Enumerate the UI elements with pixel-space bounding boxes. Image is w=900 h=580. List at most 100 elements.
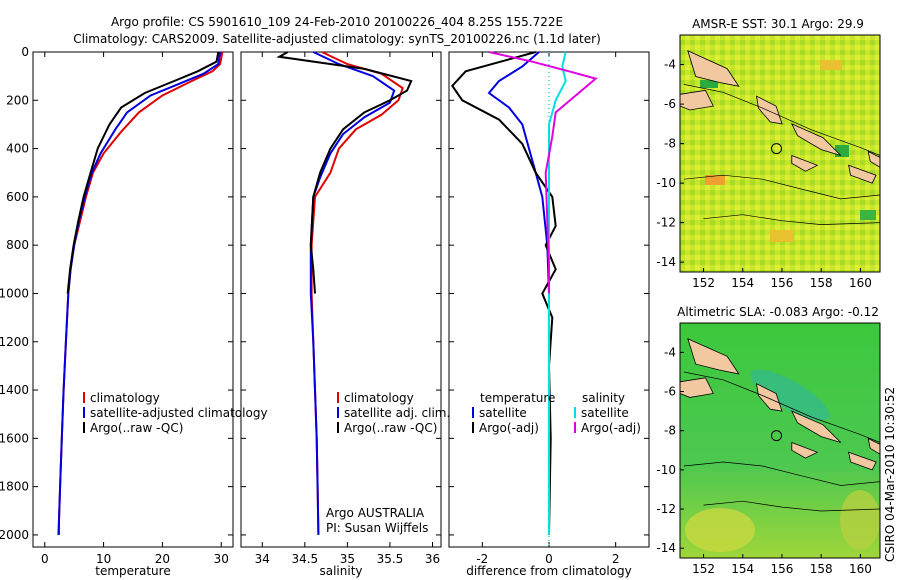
map-y-tick-label: -4 <box>664 58 676 72</box>
map-x-tick-label: 160 <box>849 276 872 290</box>
map-y-tick-label: -8 <box>664 137 676 151</box>
y-tick-label: 0 <box>21 45 29 59</box>
plot-frame-2 <box>240 51 442 548</box>
map2-title: Altimetric SLA: -0.083 Argo: -0.12 <box>677 305 879 319</box>
y-tick-label: 1000 <box>0 286 29 300</box>
map-y-tick-label: -14 <box>656 255 676 269</box>
x-axis-label: difference from climatology <box>466 564 632 578</box>
island-landmass <box>791 441 819 459</box>
island-landmass <box>790 123 842 156</box>
map-y-tick-label: -10 <box>656 463 676 477</box>
x-tick-label: 0 <box>545 552 553 566</box>
legend-item: satellite-adjusted climatology <box>90 406 268 420</box>
series-line-black <box>276 51 413 294</box>
y-tick-label: 1200 <box>0 335 29 349</box>
bathymetry-contour <box>683 461 881 486</box>
x-tick-label: 35.5 <box>377 552 404 566</box>
y-tick-label: 400 <box>6 142 29 156</box>
bathymetry-contour <box>683 371 881 443</box>
series-line-blue <box>309 51 396 535</box>
map-x-tick-label: 158 <box>810 562 833 576</box>
legend-heading: temperature <box>480 391 555 405</box>
x-tick-label: 20 <box>155 552 170 566</box>
map-x-tick-label: 152 <box>692 276 715 290</box>
legend-item: satellite <box>581 406 629 420</box>
y-tick-label: 1400 <box>0 383 29 397</box>
y-tick-label: 800 <box>6 238 29 252</box>
x-tick-label: 34 <box>255 552 270 566</box>
legend-item: satellite <box>479 406 527 420</box>
series-line-black <box>451 51 557 535</box>
series-line-red <box>57 51 224 535</box>
map-x-tick-label: 154 <box>731 276 754 290</box>
map-x-tick-label: 156 <box>771 562 794 576</box>
x-axis-label: temperature <box>95 564 170 578</box>
map-x-tick-label: 160 <box>849 562 872 576</box>
credit-line2: PI: Susan Wijffels <box>326 521 428 535</box>
sst-anomaly-patch <box>820 60 842 70</box>
legend-item: satellite adj. clim. <box>344 406 450 420</box>
legend-item: climatology <box>344 391 414 405</box>
sst-anomaly-patch <box>835 145 849 157</box>
y-tick-label: 200 <box>6 93 29 107</box>
map-x-tick-label: 156 <box>771 276 794 290</box>
island-landmass <box>791 154 819 172</box>
map-x-tick-label: 158 <box>810 276 833 290</box>
series-line-blue <box>487 51 550 535</box>
map-frame-1 <box>679 34 881 273</box>
sla-high-patch <box>840 490 880 550</box>
map-frame-2 <box>679 322 881 559</box>
plot-frame-1 <box>32 51 234 548</box>
bathymetry-contour <box>703 214 881 225</box>
side-timestamp: CSIRO 04-Mar-2010 10:30:52 <box>883 387 897 562</box>
argo-position-marker <box>771 430 783 442</box>
map-y-tick-label: -10 <box>656 176 676 190</box>
island-landmass <box>687 50 740 87</box>
series-line-red <box>310 51 404 535</box>
island-landmass <box>848 451 877 471</box>
map-y-tick-label: -4 <box>664 345 676 359</box>
island-landmass <box>687 337 740 375</box>
map-y-tick-label: -12 <box>656 216 676 230</box>
sst-anomaly-patch <box>705 175 725 185</box>
legend-item: climatology <box>90 391 160 405</box>
series-line-magenta <box>488 51 598 294</box>
map-x-tick-label: 154 <box>731 562 754 576</box>
x-tick-label: 10 <box>96 552 111 566</box>
sla-low-patch <box>750 369 830 421</box>
map1-title: AMSR-E SST: 30.1 Argo: 29.9 <box>692 17 864 31</box>
x-tick-label: 34.5 <box>291 552 318 566</box>
island-landmass <box>790 410 842 443</box>
y-tick-label: 1800 <box>0 480 29 494</box>
sla-high-patch <box>685 508 755 552</box>
bathymetry-contour <box>683 84 881 156</box>
y-tick-label: 1600 <box>0 431 29 445</box>
island-landmass <box>848 164 877 184</box>
bathymetry-contour <box>683 174 881 200</box>
series-line-black <box>66 51 220 294</box>
header-title-line1: Argo profile: CS 5901610_109 24-Feb-2010… <box>111 15 563 29</box>
sst-anomaly-patch <box>770 230 794 242</box>
x-tick-label: 35 <box>340 552 355 566</box>
y-tick-label: 2000 <box>0 528 29 542</box>
series-line-cyan <box>548 51 567 535</box>
sst-anomaly-patch <box>860 210 876 220</box>
header-title-line2: Climatology: CARS2009. Satellite-adjuste… <box>73 32 601 46</box>
x-tick-label: 36 <box>425 552 440 566</box>
credit-line1: Argo AUSTRALIA <box>326 506 425 520</box>
series-line-blue <box>57 51 222 535</box>
legend-item: Argo(..raw -QC) <box>344 421 437 435</box>
argo-position-marker <box>771 143 783 155</box>
y-tick-label: 600 <box>6 190 29 204</box>
bathymetry-contour <box>703 500 881 512</box>
map-x-tick-label: 152 <box>692 562 715 576</box>
x-tick-label: -2 <box>476 552 488 566</box>
legend-item: Argo(-adj) <box>581 421 641 435</box>
legend-item: Argo(-adj) <box>479 421 539 435</box>
sst-anomaly-patch <box>700 80 718 88</box>
map-y-tick-label: -6 <box>664 385 676 399</box>
map-y-tick-label: -6 <box>664 97 676 111</box>
x-axis-label: salinity <box>319 564 362 578</box>
legend-heading: salinity <box>582 391 625 405</box>
